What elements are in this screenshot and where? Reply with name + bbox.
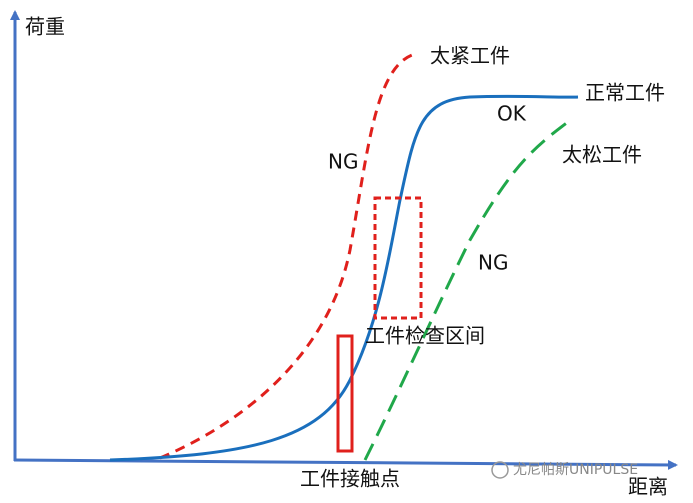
y-axis-label: 荷重	[25, 15, 65, 39]
ng-label: NG	[328, 150, 358, 174]
ok-label: OK	[497, 102, 527, 126]
inspection-label: 工件检查区间	[365, 324, 485, 348]
normal-curve	[109, 94, 579, 462]
contact-label: 工件接触点	[300, 467, 400, 491]
loose-curve	[363, 120, 569, 461]
tight-label: 太紧工件	[430, 44, 510, 68]
watermark: 尤尼帕斯UNIPULSE	[513, 462, 638, 478]
x-axis-label: 距离	[628, 475, 668, 499]
watermark-icon	[491, 461, 509, 479]
loose-label: 太松工件	[562, 143, 642, 167]
contact-box	[336, 334, 354, 453]
ng-label: NG	[478, 251, 508, 275]
normal-label: 正常工件	[585, 81, 665, 105]
inspection-box	[373, 196, 423, 320]
